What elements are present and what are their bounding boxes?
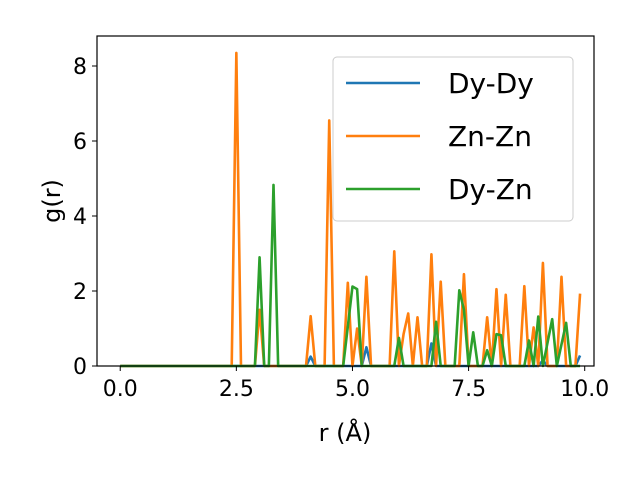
y-axis-label: g(r) (38, 179, 66, 223)
legend-label: Dy-Zn (448, 173, 533, 206)
y-axis: 0 2 4 6 8 (73, 55, 97, 380)
x-axis-label: r (Å) (319, 418, 372, 447)
legend-box (332, 56, 574, 222)
y-tick-label: 0 (73, 355, 87, 380)
legend: Dy-Dy Zn-Zn Dy-Zn (332, 56, 574, 222)
legend-label: Zn-Zn (448, 120, 532, 153)
y-tick-label: 6 (73, 130, 87, 155)
x-tick-label: 2.5 (219, 377, 254, 402)
y-tick-label: 4 (73, 205, 87, 230)
y-tick-label: 2 (73, 280, 87, 305)
x-tick-label: 0.0 (103, 377, 138, 402)
axes-frame (96, 35, 595, 367)
y-tick-label: 8 (73, 55, 87, 80)
legend-label: Dy-Dy (448, 67, 534, 100)
x-axis: 0.0 2.5 5.0 7.5 10.0 (103, 366, 609, 402)
x-tick-label: 5.0 (335, 377, 370, 402)
x-tick-label: 7.5 (451, 377, 486, 402)
x-tick-label: 10.0 (560, 377, 609, 402)
